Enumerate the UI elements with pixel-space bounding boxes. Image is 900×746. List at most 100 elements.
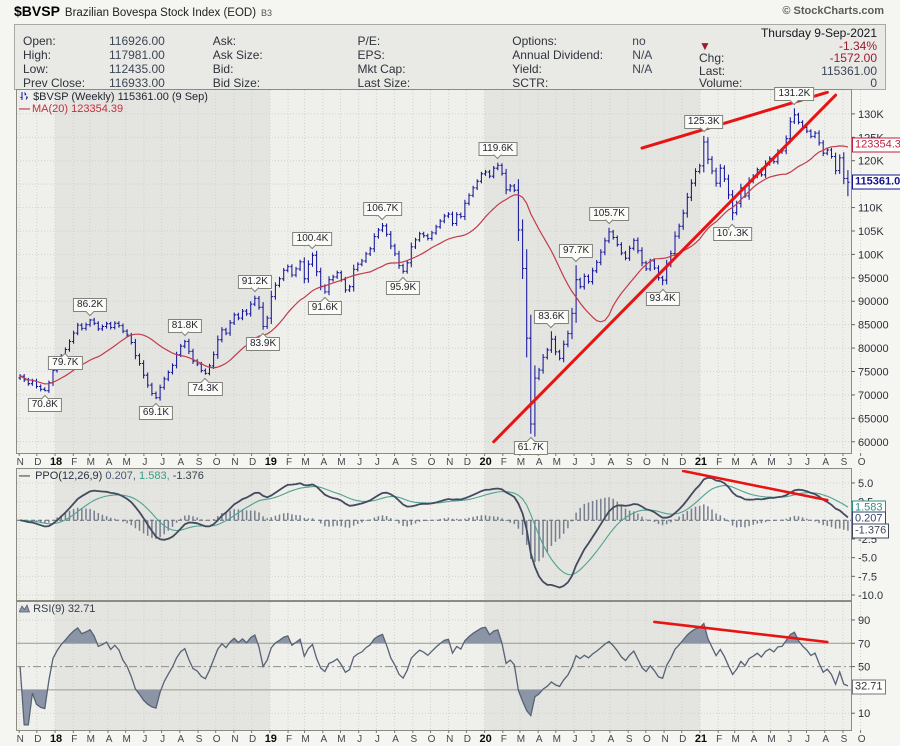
ma-legend-text: MA(20) 123354.39 <box>32 103 124 115</box>
x-axis-label: A <box>106 457 113 468</box>
y-axis-label: 60000 <box>858 437 889 449</box>
price-annotation: 107.3K <box>712 227 753 242</box>
last-value: 115361.00 <box>821 63 878 78</box>
x-axis-label: F <box>71 734 77 745</box>
x-axis-label: D <box>679 734 686 745</box>
rsi-legend-text: RSI(9) 32.71 <box>33 603 96 615</box>
quote-field-label: High: <box>23 48 52 62</box>
quote-field: SCTR: <box>512 76 699 90</box>
symbol-name: Brazilian Bovespa Stock Index (EOD) <box>64 7 257 19</box>
quote-field-value: 112435.00 <box>109 62 165 76</box>
x-axis-label: M <box>517 457 525 468</box>
price-annotation: 119.6K <box>478 141 518 156</box>
quote-col-options: Options: no Annual Dividend: N/A Yield: N/A SC… <box>504 25 699 90</box>
x-axis-label: J <box>573 734 578 745</box>
y-axis-label: -7.5 <box>858 571 877 583</box>
y-axis-label: -10.0 <box>858 590 883 602</box>
x-axis-label: N <box>661 457 668 468</box>
y-axis-label: 70 <box>858 638 870 650</box>
quote-field-value: 117981.00 <box>109 48 165 62</box>
x-axis-label: F <box>501 734 507 745</box>
quote-field-label: Yield: <box>512 62 542 76</box>
x-axis-label: F <box>71 457 77 468</box>
quote-field: Options: no <box>512 34 699 48</box>
rsi-legend: RSI(9) 32.71 <box>18 603 96 615</box>
x-axis-label: J <box>590 457 595 468</box>
quote-field-label: Mkt Cap: <box>357 62 406 76</box>
chart-title: $BVSP Brazilian Bovespa Stock Index (EOD)… <box>14 3 272 21</box>
x-axis-label: M <box>767 457 775 468</box>
quote-field-value: 116933.00 <box>109 76 165 90</box>
ma-line-icon: — <box>19 103 30 115</box>
change-value: -1572.00 <box>829 51 878 66</box>
quote-field: Bid Size: <box>213 76 350 90</box>
x-axis-label: A <box>320 734 327 745</box>
ppo-trendline <box>681 470 829 502</box>
y-axis-label: 110K <box>858 203 884 215</box>
x-axis-label: J <box>787 734 792 745</box>
x-axis-label: M <box>517 734 525 745</box>
x-axis-label: A <box>822 734 829 745</box>
x-axis-label: J <box>142 734 147 745</box>
quote-volume-row: Volume: 0 <box>699 76 878 91</box>
price-annotation: 83.6K <box>534 310 569 325</box>
quote-field-label: Ask Size: <box>212 48 263 62</box>
x-axis-label: 21 <box>695 456 707 468</box>
ppo-value: 0.207, <box>105 470 136 482</box>
price-annotation: 61.7K <box>513 440 548 455</box>
x-axis-label: A <box>177 457 184 468</box>
quote-field-label: Bid Size: <box>212 76 261 90</box>
quote-field: Low: 112435.00 <box>23 62 205 76</box>
symbol: $BVSP <box>14 3 60 19</box>
price-legend-text: $BVSP (Weekly) 115361.00 (9 Sep) <box>33 91 208 103</box>
y-axis-label: 95000 <box>858 273 889 285</box>
y-axis-label: 5.0 <box>858 478 873 490</box>
y-axis-label: 130K <box>858 109 884 121</box>
y-axis-label: 70000 <box>858 390 889 402</box>
x-axis-label: J <box>375 734 380 745</box>
x-axis-label: S <box>841 457 848 468</box>
quote-col-bid-ask: Ask: Ask Size: Bid: Bid Size: <box>205 25 350 90</box>
x-axis-label: F <box>501 457 507 468</box>
quote-field-label: Prev Close: <box>23 76 86 90</box>
x-axis-label: D <box>34 734 41 745</box>
quote-field-value: no <box>632 34 646 48</box>
quote-field-label: Bid: <box>212 62 234 76</box>
quote-field: Open: 116926.00 <box>23 34 205 48</box>
price-annotation: 95.9K <box>386 280 421 295</box>
stockcharts-logo: © StockCharts.com <box>782 5 884 17</box>
x-axis-label: A <box>608 457 615 468</box>
ppo-legend-label: PPO(12,26,9) <box>35 470 103 482</box>
x-axis-label: A <box>822 457 829 468</box>
quote-change-pct-row: ▼ -1.34% <box>699 40 877 53</box>
x-axis-label: O <box>643 457 651 468</box>
x-axis-label: M <box>767 734 775 745</box>
x-axis-label: S <box>410 734 417 745</box>
ppo-signal-value: 1.583, <box>139 470 170 482</box>
x-axis-label: 19 <box>265 456 277 468</box>
x-axis-label: O <box>858 734 866 745</box>
x-axis-label: A <box>320 457 327 468</box>
quote-change-row: Chg: -1572.00 <box>699 51 878 66</box>
price-annotation: 83.9K <box>245 336 281 351</box>
y-axis-label: -5.0 <box>858 553 877 565</box>
x-axis-label: M <box>732 457 740 468</box>
x-axis-label: S <box>841 734 848 745</box>
quote-field-label: P/E: <box>357 34 381 48</box>
quote-field-label: Options: <box>512 34 557 48</box>
quote-field: Mkt Cap: <box>358 62 505 76</box>
x-axis-label: 18 <box>50 456 62 468</box>
axis-price-tag: 123354.39 <box>852 137 900 153</box>
y-axis-label: 65000 <box>858 413 889 425</box>
x-axis-label: J <box>805 457 810 468</box>
x-axis-label: J <box>160 457 165 468</box>
price-annotation: 91.6K <box>307 300 342 315</box>
price-legend: $BVSP (Weekly) 115361.00 (9 Sep) <box>19 91 208 103</box>
quote-summary: Thursday 9-Sep-2021 ▼ -1.34% Chg: -1572.… <box>699 25 885 91</box>
x-axis-label: A <box>106 734 113 745</box>
x-axis-label: F <box>286 734 292 745</box>
quote-field-value: 116926.00 <box>109 34 165 48</box>
x-axis-label: S <box>196 734 203 745</box>
